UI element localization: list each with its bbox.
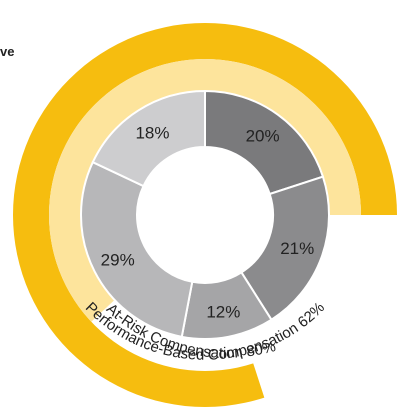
donut-segment-label-4: 29%	[101, 250, 135, 269]
donut-segment-label-5: 18%	[135, 123, 169, 142]
truncated-text-fragment: ve	[0, 44, 15, 59]
donut-segment-label-3: 12%	[206, 302, 240, 321]
performance-based-compensation-arc	[49, 59, 361, 322]
donut-segment-label-2: 21%	[280, 239, 314, 258]
donut-segment-5	[91, 89, 206, 188]
donut-segment-4	[80, 160, 194, 338]
donut-segment-label-1: 20%	[246, 127, 280, 146]
donut-segments-layer	[80, 89, 330, 340]
performance-arc-layer	[49, 59, 361, 322]
donut-labels-layer: 20% 21% 12% 29% 18%	[101, 123, 315, 321]
